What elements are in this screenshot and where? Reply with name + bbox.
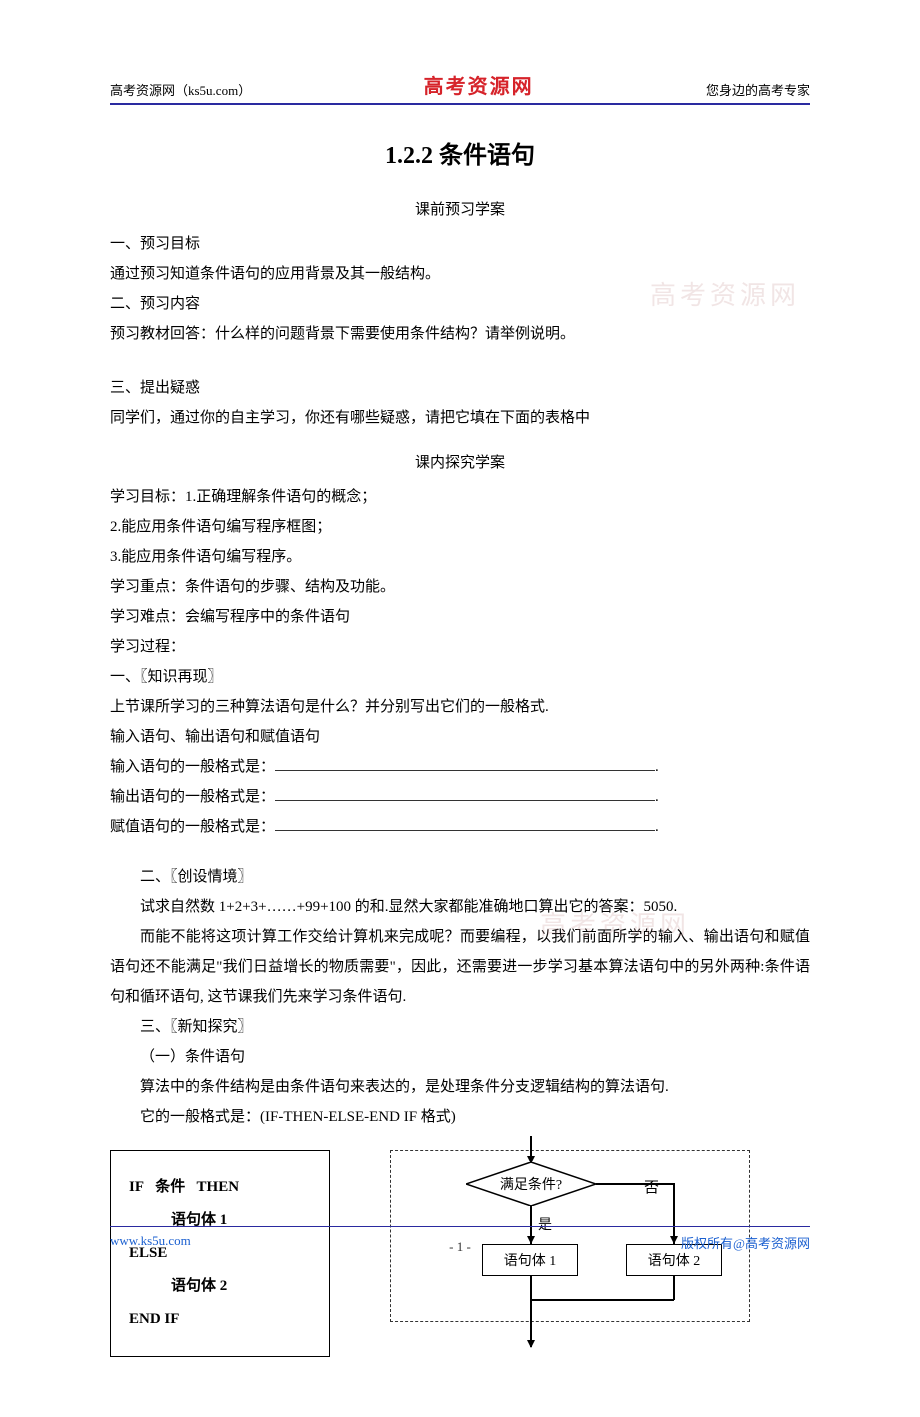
no-label: 否 [644,1176,659,1197]
text-line: 三、提出疑惑 [110,373,810,403]
text-line: 一、〖知识再现〗 [110,662,810,692]
code-line: 语句体 2 [129,1270,311,1303]
inclass-body: 学习目标：1.正确理解条件语句的概念； 2.能应用条件语句编写程序框图； 3.能… [110,482,810,842]
header-center-brand: 高考资源网 [424,70,534,99]
decision-diamond: 满足条件? [466,1162,596,1206]
flow-line [530,1276,532,1300]
text-line: 二、预习内容 [110,289,810,319]
code-syntax-box: IF 条件 THEN 语句体 1 ELSE 语句体 2 END IF [110,1150,330,1357]
section-inclass-title: 课内探究学案 [110,451,810,472]
text-line: 试求自然数 1+2+3+……+99+100 的和.显然大家都能准确地口算出它的答… [110,892,810,922]
situation-body: 二、〖创设情境〗 试求自然数 1+2+3+……+99+100 的和.显然大家都能… [110,862,810,1132]
header-left: 高考资源网（ks5u.com） [110,80,251,99]
text-line: 学习难点：会编写程序中的条件语句 [110,602,810,632]
blank-underline [275,756,655,771]
text-line: 通过预习知道条件语句的应用背景及其一般结构。 [110,259,810,289]
flow-merge-line [530,1299,674,1301]
text-line: 三、〖新知探究〗 [110,1012,810,1042]
footer-copyright: 版权所有@高考资源网 [681,1233,810,1252]
text-line: 2.能应用条件语句编写程序框图； [110,512,810,542]
text-line: 学习过程： [110,632,810,662]
flow-line [596,1183,673,1185]
header-right: 您身边的高考专家 [706,80,810,99]
text-line: 学习目标：1.正确理解条件语句的概念； [110,482,810,512]
footer-page-number: - 1 - [449,1239,471,1255]
fill-blank-line: 输入语句的一般格式是：. [110,752,810,782]
text-line: 算法中的条件结构是由条件语句来表达的，是处理条件分支逻辑结构的算法语句. [110,1072,810,1102]
page-title: 1.2.2 条件语句 [110,135,810,170]
text-line: 预习教材回答：什么样的问题背景下需要使用条件结构？请举例说明。 [110,319,810,349]
blank-underline [275,816,655,831]
text-line: 一、预习目标 [110,229,810,259]
text-line: 学习重点：条件语句的步骤、结构及功能。 [110,572,810,602]
text-line: 同学们，通过你的自主学习，你还有哪些疑惑，请把它填在下面的表格中 [110,403,810,433]
fill-blank-line: 赋值语句的一般格式是：. [110,812,810,842]
decision-label: 满足条件? [466,1162,596,1206]
text-line: （一）条件语句 [110,1042,810,1072]
text-line: 二、〖创设情境〗 [110,862,810,892]
preview-body: 一、预习目标 通过预习知道条件语句的应用背景及其一般结构。 二、预习内容 预习教… [110,229,810,433]
text-line: 它的一般格式是：(IF-THEN-ELSE-END IF 格式) [110,1102,810,1132]
section-preview-title: 课前预习学案 [110,198,810,219]
text-line: 上节课所学习的三种算法语句是什么？并分别写出它们的一般格式. [110,692,810,722]
footer-url: www.ks5u.com [110,1233,191,1252]
page-footer: www.ks5u.com - 1 - 版权所有@高考资源网 [110,1226,810,1252]
text-line: 3.能应用条件语句编写程序。 [110,542,810,572]
text-paragraph: 而能不能将这项计算工作交给计算机来完成呢？而要编程，以我们前面所学的输入、输出语… [110,922,810,1012]
arrow-down-icon [527,1340,535,1348]
code-line: IF 条件 THEN [129,1171,311,1204]
fill-blank-line: 输出语句的一般格式是：. [110,782,810,812]
page-header: 高考资源网（ks5u.com） 高考资源网 您身边的高考专家 [110,70,810,105]
code-line: END IF [129,1303,311,1336]
blank-underline [275,786,655,801]
flow-line [673,1276,675,1300]
text-line: 输入语句、输出语句和赋值语句 [110,722,810,752]
